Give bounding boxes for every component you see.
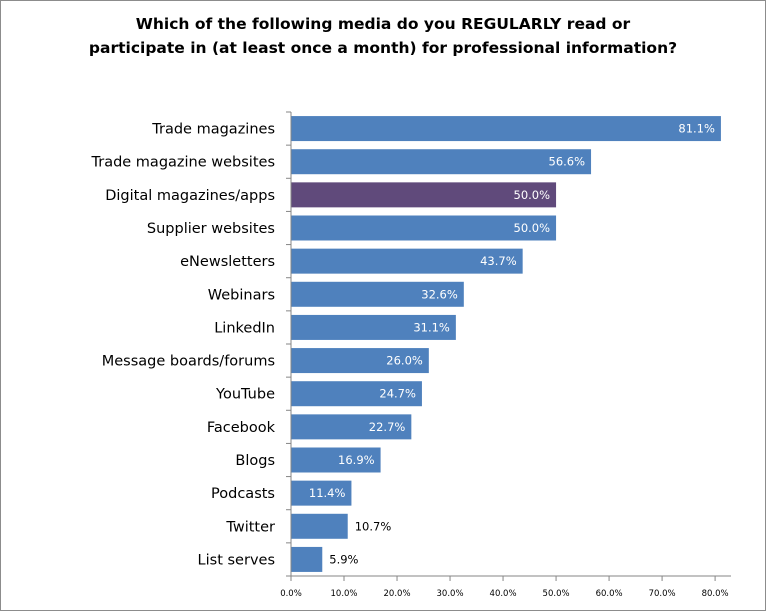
x-tick-label: 0.0% <box>280 589 302 599</box>
category-label: Supplier websites <box>147 221 275 237</box>
category-label: Trade magazine websites <box>91 155 276 171</box>
data-label: 24.7% <box>379 387 416 401</box>
category-label: Webinars <box>208 287 275 303</box>
category-label: YouTube <box>215 387 275 403</box>
bar <box>291 447 381 473</box>
category-label: Twitter <box>225 519 275 535</box>
bar <box>291 281 464 307</box>
category-label: Message boards/forums <box>102 354 275 370</box>
chart-title-line-1: Which of the following media do you REGU… <box>135 15 631 33</box>
x-tick-label: 10.0% <box>331 589 358 599</box>
chart-title: Which of the following media do you REGU… <box>0 12 766 60</box>
x-tick-label: 30.0% <box>437 589 464 599</box>
x-tick-label: 20.0% <box>384 589 411 599</box>
category-label: Facebook <box>207 420 276 436</box>
x-tick-label: 50.0% <box>543 589 570 599</box>
bar <box>291 381 422 407</box>
bar <box>291 182 557 208</box>
bar <box>291 149 592 175</box>
category-label: eNewsletters <box>180 254 275 270</box>
bar <box>291 414 412 440</box>
category-label: Blogs <box>235 453 275 469</box>
data-label: 43.7% <box>480 254 517 268</box>
bar <box>291 248 523 274</box>
x-tick-label: 80.0% <box>702 589 729 599</box>
bar <box>291 513 348 539</box>
bar <box>291 348 429 374</box>
bar <box>291 116 721 142</box>
chart-title-line-2: participate in (at least once a month) f… <box>88 39 678 57</box>
data-label: 56.6% <box>549 155 586 169</box>
data-label: 32.6% <box>421 287 458 301</box>
x-tick-label: 60.0% <box>596 589 623 599</box>
bar <box>291 480 352 506</box>
x-tick-label: 40.0% <box>490 589 517 599</box>
data-label: 81.1% <box>678 122 715 136</box>
data-label: 31.1% <box>413 320 450 334</box>
category-label: List serves <box>198 552 275 568</box>
data-label: 50.0% <box>514 221 551 235</box>
data-label: 22.7% <box>369 420 406 434</box>
category-label: Digital magazines/apps <box>105 188 275 204</box>
x-tick-label: 70.0% <box>649 589 676 599</box>
category-label: Trade magazines <box>151 122 275 138</box>
bar <box>291 546 323 572</box>
data-label: 50.0% <box>514 188 551 202</box>
data-label: 10.7% <box>355 519 392 533</box>
data-label: 11.4% <box>309 486 346 500</box>
data-label: 16.9% <box>338 453 375 467</box>
category-label: Podcasts <box>211 486 275 502</box>
bar <box>291 314 456 340</box>
data-label: 26.0% <box>386 354 423 368</box>
category-label: LinkedIn <box>214 320 275 336</box>
bar <box>291 215 557 241</box>
data-label: 5.9% <box>329 552 358 566</box>
